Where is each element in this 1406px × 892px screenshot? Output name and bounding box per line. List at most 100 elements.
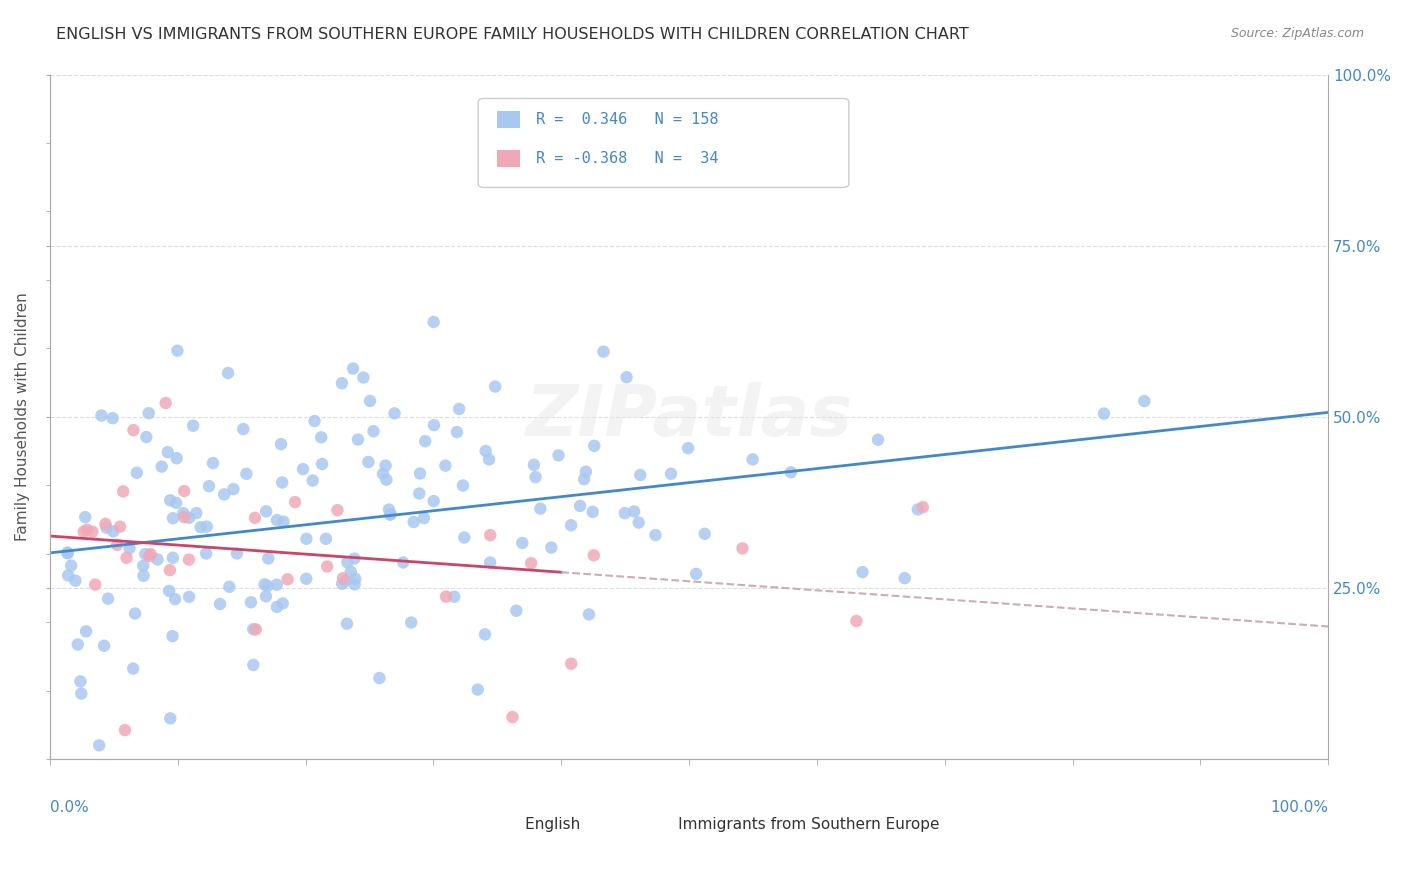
Point bbox=[135, 430, 157, 444]
Point bbox=[134, 547, 156, 561]
Point bbox=[336, 616, 359, 631]
Point bbox=[56, 546, 79, 560]
Y-axis label: Family Households with Children: Family Households with Children bbox=[15, 293, 30, 541]
Point bbox=[326, 503, 349, 517]
Point bbox=[266, 599, 288, 614]
Point bbox=[408, 486, 430, 500]
Point bbox=[159, 493, 181, 508]
Point bbox=[159, 711, 181, 725]
Point bbox=[208, 597, 231, 611]
Point bbox=[73, 524, 96, 539]
Point bbox=[118, 541, 141, 556]
Point bbox=[582, 549, 605, 563]
Point bbox=[479, 528, 502, 542]
Point bbox=[75, 510, 97, 524]
Point bbox=[146, 552, 169, 566]
Point bbox=[254, 504, 277, 518]
Point bbox=[89, 739, 111, 753]
Point bbox=[363, 424, 385, 438]
Point bbox=[277, 572, 299, 586]
Point bbox=[1092, 407, 1115, 421]
Point bbox=[284, 495, 307, 509]
Point bbox=[560, 518, 582, 533]
Point bbox=[378, 508, 401, 522]
Text: English: English bbox=[491, 817, 581, 832]
Point bbox=[173, 483, 195, 498]
Point bbox=[315, 532, 337, 546]
Point bbox=[212, 487, 235, 501]
Point bbox=[352, 370, 374, 384]
Text: Immigrants from Southern Europe: Immigrants from Southern Europe bbox=[644, 817, 939, 832]
Point bbox=[413, 511, 436, 525]
Point bbox=[851, 565, 873, 579]
Point bbox=[108, 519, 131, 533]
Point bbox=[122, 662, 145, 676]
Point bbox=[84, 577, 107, 591]
Point bbox=[217, 366, 239, 380]
Point bbox=[330, 376, 353, 391]
Point bbox=[332, 571, 354, 585]
Point bbox=[311, 457, 333, 471]
Point bbox=[162, 629, 184, 643]
Point bbox=[96, 521, 118, 535]
Point bbox=[560, 657, 582, 671]
Point bbox=[583, 439, 606, 453]
Point bbox=[195, 519, 218, 533]
Point bbox=[569, 499, 592, 513]
Point bbox=[330, 576, 353, 591]
Point bbox=[122, 423, 145, 437]
Point bbox=[70, 687, 93, 701]
Point bbox=[434, 458, 457, 473]
Point bbox=[173, 510, 195, 524]
FancyBboxPatch shape bbox=[638, 807, 661, 824]
Point bbox=[449, 401, 471, 416]
Point bbox=[731, 541, 754, 556]
Point bbox=[422, 494, 444, 508]
Point bbox=[94, 516, 117, 531]
Point bbox=[243, 511, 266, 525]
Point bbox=[256, 579, 278, 593]
Point bbox=[156, 445, 179, 459]
Point bbox=[271, 596, 294, 610]
Point bbox=[780, 465, 803, 479]
Point bbox=[295, 572, 318, 586]
Point bbox=[198, 479, 221, 493]
Point bbox=[613, 506, 636, 520]
Point bbox=[177, 590, 200, 604]
Point bbox=[378, 502, 401, 516]
Point bbox=[380, 507, 402, 521]
Point bbox=[132, 558, 155, 573]
Point bbox=[90, 409, 112, 423]
Point bbox=[474, 444, 496, 458]
Point bbox=[239, 595, 262, 609]
Point bbox=[201, 456, 224, 470]
Text: ENGLISH VS IMMIGRANTS FROM SOUTHERN EUROPE FAMILY HOUSEHOLDS WITH CHILDREN CORRE: ENGLISH VS IMMIGRANTS FROM SOUTHERN EURO… bbox=[56, 27, 969, 42]
Point bbox=[271, 475, 294, 490]
Point bbox=[547, 449, 569, 463]
Point bbox=[66, 638, 89, 652]
Point bbox=[132, 569, 155, 583]
Point bbox=[413, 434, 436, 449]
Point bbox=[453, 531, 475, 545]
Point bbox=[357, 455, 380, 469]
Point bbox=[502, 710, 524, 724]
Point bbox=[371, 467, 394, 481]
Point bbox=[375, 473, 398, 487]
Point bbox=[524, 470, 547, 484]
Point bbox=[616, 370, 638, 384]
Point bbox=[907, 502, 929, 516]
Point bbox=[336, 555, 359, 569]
Point bbox=[242, 622, 264, 636]
Point bbox=[911, 500, 934, 515]
Point bbox=[69, 674, 91, 689]
Text: Source: ZipAtlas.com: Source: ZipAtlas.com bbox=[1230, 27, 1364, 40]
Point bbox=[409, 467, 432, 481]
Point bbox=[266, 513, 288, 527]
Point bbox=[512, 536, 534, 550]
Point bbox=[93, 639, 115, 653]
Point bbox=[257, 551, 280, 566]
Point bbox=[166, 451, 188, 466]
Point bbox=[165, 496, 187, 510]
Point bbox=[162, 511, 184, 525]
Point bbox=[529, 501, 551, 516]
